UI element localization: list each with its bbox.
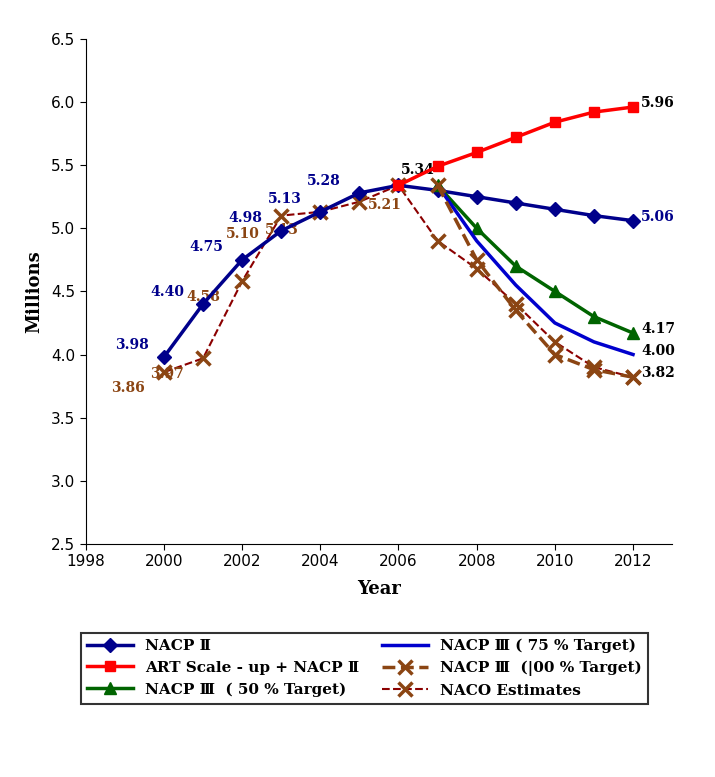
Text: 3.98: 3.98: [115, 338, 149, 352]
Text: 4.00: 4.00: [641, 343, 675, 357]
Text: 4.58: 4.58: [187, 290, 220, 304]
Text: 4.98: 4.98: [229, 211, 262, 225]
Text: 3.97: 3.97: [150, 367, 184, 381]
Text: 5.13: 5.13: [267, 193, 302, 207]
Text: 5.96: 5.96: [641, 96, 675, 110]
Y-axis label: Millions: Millions: [25, 250, 43, 333]
Text: 5.13: 5.13: [265, 223, 299, 237]
Text: 4.75: 4.75: [189, 240, 223, 255]
Text: 4.17: 4.17: [641, 322, 676, 336]
Text: 5.21: 5.21: [368, 197, 402, 211]
Text: 3.86: 3.86: [112, 381, 145, 395]
Text: 5.28: 5.28: [307, 173, 340, 187]
Text: 4.40: 4.40: [150, 284, 184, 298]
Text: 3.82: 3.82: [641, 366, 675, 380]
Text: 5.10: 5.10: [226, 227, 260, 241]
Legend: NACP Ⅱ, ART Scale - up + NACP Ⅱ, NACP Ⅲ  ( 50 % Target), NACP Ⅲ ( 75 % Target), : NACP Ⅱ, ART Scale - up + NACP Ⅱ, NACP Ⅲ …: [81, 632, 649, 704]
X-axis label: Year: Year: [357, 580, 401, 598]
Text: 5.06: 5.06: [641, 210, 675, 224]
Text: 5.34: 5.34: [401, 163, 435, 177]
